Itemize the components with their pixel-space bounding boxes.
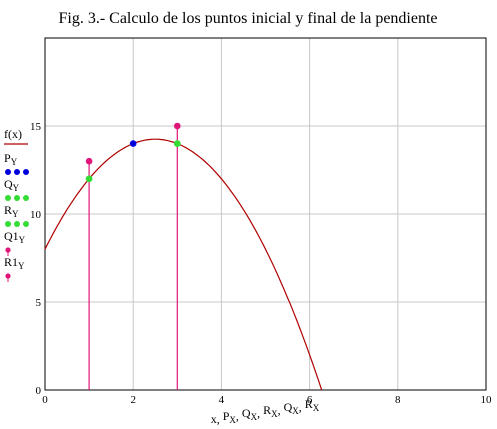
legend-label: Q1Y	[4, 229, 26, 245]
legend-swatch-p-y	[23, 169, 29, 175]
legend-label: f(x)	[4, 127, 22, 141]
y-tick-label: 15	[30, 121, 42, 133]
legend-swatch-q-y	[5, 195, 11, 201]
point-q1-y	[85, 157, 93, 165]
x-tick-label: 4	[219, 394, 225, 406]
legend-swatch-r1-y	[5, 273, 11, 279]
plot-frame	[44, 37, 487, 391]
legend-label: PY	[4, 151, 18, 167]
legend-swatch-q-y	[23, 195, 29, 201]
x-axis-label: x, PX, QX, RX, QX, RX	[211, 397, 320, 426]
grid	[45, 38, 486, 390]
legend: f(x) PY QY RY Q1Y R1Y	[4, 127, 29, 282]
legend-label: QY	[4, 177, 20, 193]
y-tick-label: 0	[36, 385, 42, 397]
legend-label: RY	[4, 203, 19, 219]
legend-swatch-q1-y	[5, 247, 11, 253]
point-p-y	[129, 140, 137, 147]
point-r1-y	[174, 122, 181, 130]
x-tick-label: 2	[130, 394, 136, 406]
legend-swatch-p-y	[5, 169, 11, 175]
point-r-y	[174, 140, 181, 147]
data-points	[85, 122, 181, 183]
legend-label: R1Y	[4, 255, 25, 271]
legend-swatch-q-y	[14, 195, 20, 201]
x-tick-label: 0	[42, 394, 48, 406]
legend-swatch-r-y	[5, 221, 11, 227]
chart-title: Fig. 3.- Calculo de los puntos inicial y…	[58, 10, 437, 27]
y-tick-label: 10	[30, 209, 42, 221]
stems	[88, 126, 178, 390]
point-r-y	[85, 175, 93, 183]
y-tick-label: 5	[36, 297, 42, 309]
legend-swatch-p-y	[14, 169, 20, 175]
tick-labels: 0 2 4 6 8 10 0 5 10 15	[30, 121, 492, 406]
x-tick-label: 10	[481, 394, 493, 406]
legend-swatch-r-y	[23, 221, 29, 227]
x-tick-label: 6	[307, 394, 313, 406]
x-tick-label: 8	[395, 394, 401, 406]
legend-swatch-r-y	[14, 221, 20, 227]
